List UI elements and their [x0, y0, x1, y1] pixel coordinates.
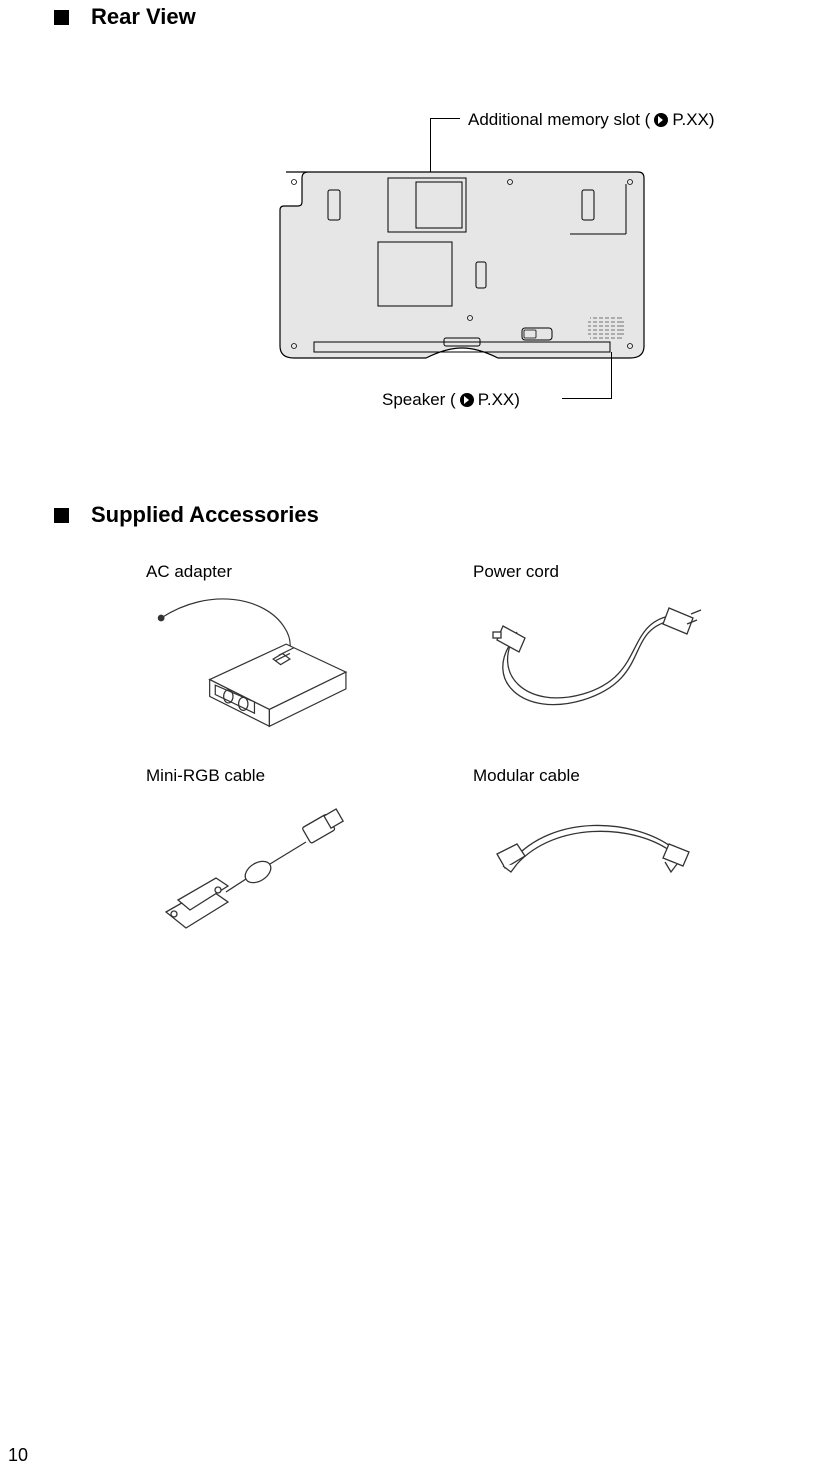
accessory-item: Mini-RGB cable [146, 766, 453, 934]
speaker-callout: Speaker ( P.XX) [382, 390, 520, 410]
rear-view-section: Rear View Additional memory slot ( P.XX) [54, 0, 780, 424]
accessory-item: Power cord [473, 562, 780, 730]
callout-text: Speaker ( [382, 390, 456, 410]
accessory-item: AC adapter [146, 562, 453, 730]
rear-view-heading: Rear View [54, 4, 780, 30]
accessories-section: Supplied Accessories AC adapter [54, 502, 780, 934]
accessories-heading: Supplied Accessories [54, 502, 780, 528]
leader-line [430, 118, 460, 119]
page-number: 10 [8, 1445, 28, 1466]
arrow-right-icon [654, 113, 668, 127]
bullet-icon [54, 10, 69, 25]
callout-text: Additional memory slot ( [468, 110, 650, 130]
accessory-item: Modular cable [473, 766, 780, 934]
rear-view-diagram: Additional memory slot ( P.XX) [54, 64, 780, 424]
rear-view-title: Rear View [91, 4, 196, 30]
device-rear-drawing [278, 170, 646, 360]
accessory-label: Modular cable [473, 766, 780, 786]
accessories-grid: AC adapter [146, 562, 780, 934]
accessory-label: Power cord [473, 562, 780, 582]
bullet-icon [54, 508, 69, 523]
callout-text: P.XX) [478, 390, 520, 410]
modular-cable-drawing [473, 794, 703, 934]
accessories-title: Supplied Accessories [91, 502, 319, 528]
callout-text: P.XX) [672, 110, 714, 130]
leader-line [611, 352, 612, 398]
arrow-right-icon [460, 393, 474, 407]
leader-line [562, 398, 612, 399]
accessory-label: AC adapter [146, 562, 453, 582]
mini-rgb-drawing [146, 794, 376, 934]
memory-slot-callout: Additional memory slot ( P.XX) [468, 110, 715, 130]
ac-adapter-drawing [146, 590, 376, 730]
power-cord-drawing [473, 590, 703, 730]
accessory-label: Mini-RGB cable [146, 766, 453, 786]
